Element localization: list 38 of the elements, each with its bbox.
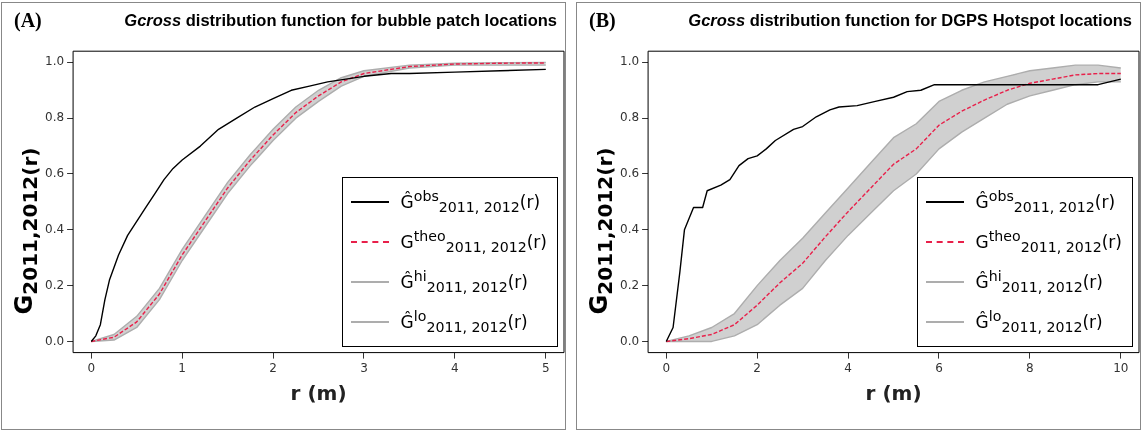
x-tick-label: 3 [360,360,368,375]
text: (B) [589,9,616,31]
x-tick-label: 0 [662,360,671,375]
x-tick-label: 5 [542,360,550,375]
x-tick-label: 0 [87,360,96,375]
y-tick-label: 1.0 [44,54,65,69]
legend-label: Ĝ$^{obs}$$_{2011, 2012}$(r) [975,188,1116,216]
text: (A) [14,9,42,31]
legend-label: Ĝ$^{lo}$$_{2011, 2012}$(r) [400,308,528,336]
chart-title: Gcross distribution function for bubble patch locations [124,11,557,30]
y-tick-label: 0.6 [619,166,640,181]
legend-label: Ĝ$^{hi}$$_{2011, 2012}$(r) [400,268,528,296]
y-tick-label: 0.8 [619,110,640,125]
y-tick-label: 0.4 [44,221,65,236]
legend-label: G$^{theo}$$_{2011, 2012}$(r) [400,228,547,256]
chart-title: Gcross distribution function for DGPS Hotspot locations [688,11,1132,30]
y-tick-label: 0.6 [44,166,65,181]
x-tick-label: 8 [1026,360,1034,375]
y-tick-label: 0.2 [44,277,65,292]
x-tick-label: 4 [844,360,852,375]
legend-label: Ĝ$^{hi}$$_{2011, 2012}$(r) [975,268,1103,296]
y-tick-label: 0.4 [619,221,640,236]
y-tick-label: 0.2 [619,277,640,292]
y-tick-label: 0.8 [44,110,65,125]
x-axis-title: r (m) [865,381,922,406]
y-tick-label: 1.0 [619,54,640,69]
x-tick-label: 10 [1113,360,1129,375]
x-tick-label: 2 [753,360,761,375]
x-tick-label: 2 [269,360,277,375]
x-tick-label: 4 [451,360,459,375]
legend-label: Ĝ$^{lo}$$_{2011, 2012}$(r) [975,308,1103,336]
x-tick-label: 6 [935,360,943,375]
x-axis-title: r (m) [290,381,347,406]
legend-label: Ĝ$^{obs}$$_{2011, 2012}$(r) [400,188,541,216]
legend-label: G$^{theo}$$_{2011, 2012}$(r) [975,228,1122,256]
y-tick-label: 0.0 [619,333,640,348]
y-tick-label: 0.0 [44,333,65,348]
x-tick-label: 1 [178,360,186,375]
